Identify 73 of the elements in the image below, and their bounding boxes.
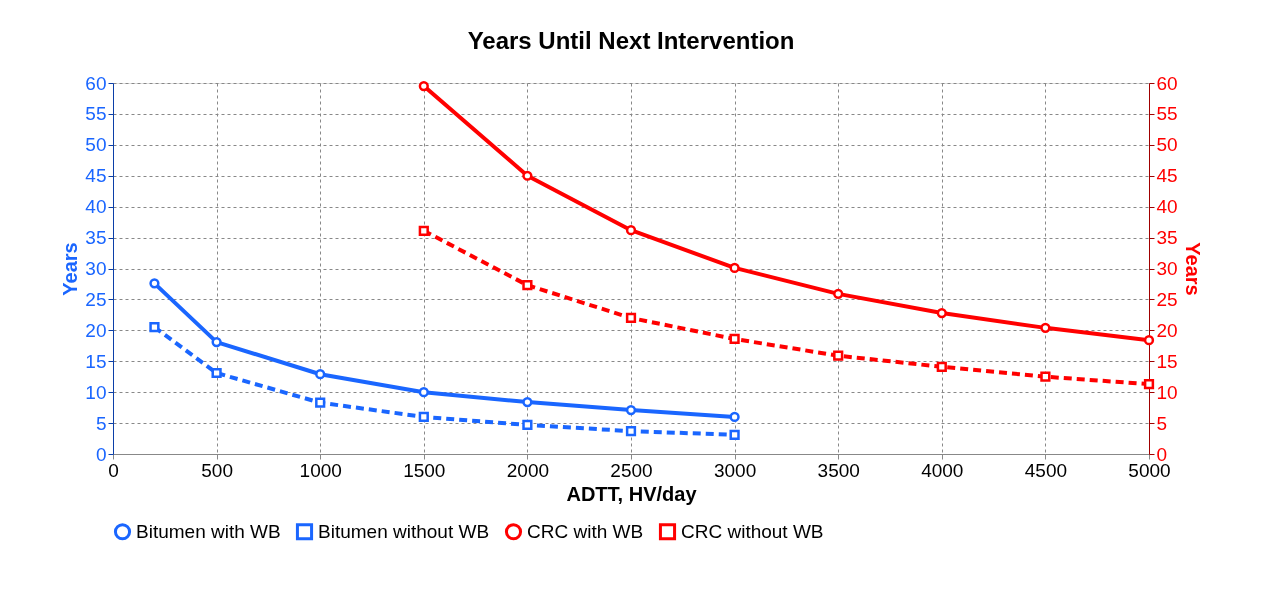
y-tick-label: 10 (85, 381, 107, 403)
point (1143, 335, 1155, 346)
y-tick-label: 45 (85, 165, 107, 187)
point (522, 396, 533, 408)
y2-tick-label: 45 (1156, 165, 1178, 187)
point (729, 333, 740, 345)
y2-tick-label: 55 (1156, 103, 1178, 125)
x-tick-label: 3000 (713, 459, 757, 481)
legend-label: Bitumen with WB (136, 520, 281, 542)
point (833, 288, 844, 299)
point (418, 225, 429, 236)
y2-axis-title: Years (1181, 242, 1204, 296)
y-tick-label: 0 (95, 443, 107, 465)
y2-tick-label: 15 (1156, 350, 1178, 372)
x-tick-label: 1500 (403, 459, 446, 481)
point (936, 361, 947, 372)
y2-tick-label: 20 (1156, 319, 1178, 341)
point (625, 312, 637, 324)
point (625, 404, 637, 416)
legend-label: CRC with WB (527, 520, 644, 542)
point (936, 307, 947, 319)
point (418, 411, 429, 423)
x-tick-label: 4000 (921, 459, 964, 481)
y2-tick-label: 25 (1156, 288, 1178, 310)
legend-label: Bitumen without WB (318, 520, 490, 542)
x-tick-label: 500 (201, 459, 233, 481)
y-tick-label: 55 (85, 103, 107, 125)
point (211, 367, 222, 379)
point (625, 426, 637, 437)
y-tick-label: 35 (85, 227, 107, 249)
y2-tick-label: 0 (1156, 443, 1168, 465)
point (729, 411, 740, 423)
point (1040, 371, 1051, 382)
point (1143, 379, 1155, 390)
point (522, 280, 533, 291)
point (418, 80, 429, 92)
point (211, 336, 222, 348)
y2-tick-label: 5 (1156, 412, 1168, 434)
x-tick-label: 2000 (506, 459, 550, 481)
y-tick-label: 25 (85, 288, 107, 310)
x-axis-title: ADTT, HV/day (566, 482, 698, 505)
point (149, 278, 160, 289)
y2-tick-label: 10 (1156, 381, 1178, 403)
point (418, 387, 429, 398)
y-axis-title: Years (59, 242, 82, 296)
point (315, 397, 326, 408)
y-tick-label: 50 (85, 134, 107, 156)
y2-tick-label: 50 (1156, 134, 1178, 156)
point (625, 225, 637, 236)
point (522, 419, 533, 431)
y2-tick-label: 60 (1156, 72, 1178, 94)
legend-label: CRC without WB (681, 520, 824, 542)
y-tick-label: 60 (85, 72, 107, 94)
y2-tick-label: 35 (1156, 227, 1178, 249)
point (149, 322, 160, 333)
point (729, 262, 740, 273)
y-tick-label: 40 (85, 196, 107, 218)
y-tick-label: 30 (85, 258, 107, 279)
x-tick-label: 4500 (1024, 459, 1068, 481)
y-tick-label: 5 (95, 412, 107, 434)
point (315, 369, 326, 380)
x-tick-label: 1000 (299, 459, 342, 481)
point (1040, 322, 1051, 333)
y2-tick-label: 40 (1156, 196, 1178, 218)
point (729, 429, 740, 440)
y-tick-label: 20 (85, 319, 107, 341)
x-tick-label: 2500 (610, 459, 653, 481)
point (833, 350, 844, 361)
x-tick-label: 3500 (817, 459, 860, 481)
y-tick-label: 15 (85, 350, 107, 372)
point (522, 170, 533, 181)
y2-tick-label: 30 (1156, 258, 1178, 279)
chart-title: Years Until Next Intervention (467, 27, 795, 54)
